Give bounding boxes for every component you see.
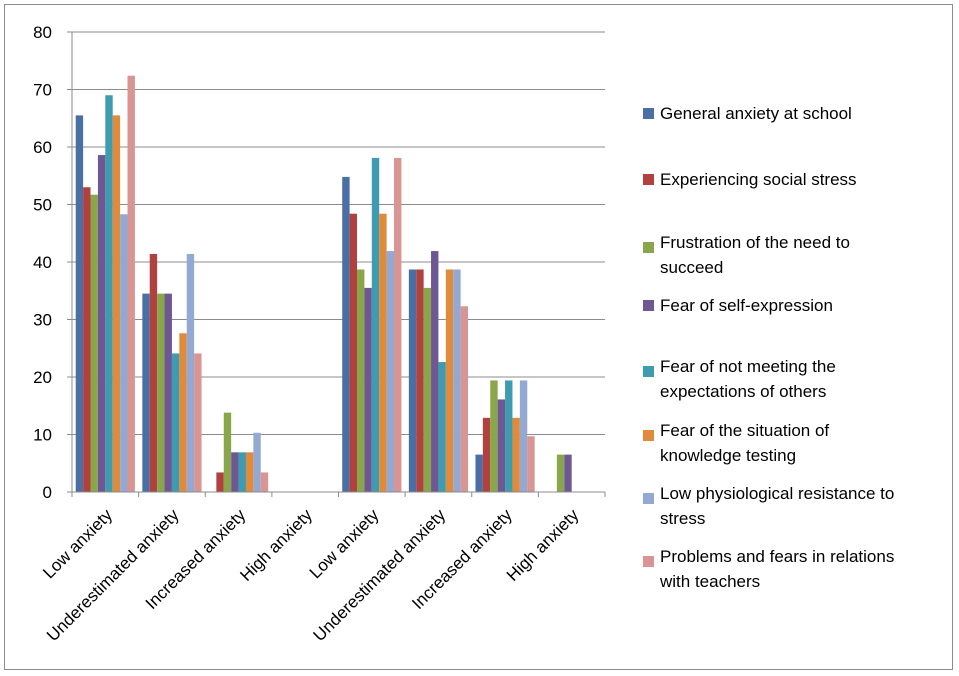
- x-category-label: Underestimated anxiety: [310, 505, 450, 645]
- bar: [371, 157, 380, 493]
- bars: [75, 75, 572, 493]
- bar: [194, 353, 202, 492]
- bar: [112, 115, 121, 492]
- bar: [519, 380, 528, 492]
- legend-swatch: [643, 556, 654, 567]
- bar: [245, 452, 254, 492]
- y-tick-label: 50: [33, 196, 52, 215]
- bar: [253, 432, 261, 492]
- bar: [90, 194, 98, 492]
- bar: [171, 353, 180, 492]
- bar: [408, 269, 417, 492]
- y-tick-label: 40: [33, 253, 52, 272]
- bar: [475, 454, 483, 492]
- bar: [379, 213, 387, 492]
- legend-item: Fear of self-expression: [643, 296, 833, 315]
- bar: [260, 472, 269, 492]
- legend-item: General anxiety at school: [643, 104, 852, 123]
- bar: [342, 176, 350, 492]
- bar: [164, 293, 172, 492]
- legend-label: with teachers: [659, 572, 760, 591]
- legend-swatch: [643, 174, 654, 185]
- bar: [149, 253, 158, 492]
- bar: [223, 412, 232, 492]
- bar: [238, 452, 246, 492]
- bar: [416, 269, 424, 492]
- bar: [83, 187, 91, 492]
- legend-label: knowledge testing: [660, 446, 796, 465]
- bar: [97, 155, 106, 493]
- y-tick-label: 30: [33, 311, 52, 330]
- legend-label: General anxiety at school: [660, 104, 852, 123]
- bar: [364, 287, 372, 492]
- bar: [431, 251, 439, 492]
- legend-swatch: [643, 242, 654, 253]
- legend-label: Problems and fears in relations: [660, 547, 894, 566]
- bar: [438, 362, 446, 492]
- bar-chart: 0 10 20 30 40 50 60 70 80 Low anxietyUnderestima…: [33, 23, 894, 645]
- x-category-label: High anxiety: [503, 505, 583, 585]
- bar: [497, 399, 506, 492]
- bar: [142, 293, 150, 492]
- bar: [394, 157, 402, 493]
- bar: [512, 417, 520, 492]
- bar: [490, 380, 498, 492]
- y-axis: 0 10 20 30 40 50 60 70 80: [33, 23, 73, 502]
- bar: [357, 269, 365, 492]
- legend-swatch: [643, 430, 654, 441]
- bar: [460, 306, 469, 492]
- y-tick-label: 0: [43, 483, 52, 502]
- legend-swatch: [643, 493, 654, 504]
- bar: [564, 454, 572, 492]
- legend-swatch: [643, 366, 654, 377]
- bar: [505, 380, 513, 492]
- bar: [349, 213, 358, 492]
- bar: [216, 472, 224, 492]
- legend-swatch: [643, 300, 654, 311]
- x-category-label: Underestimated anxiety: [43, 505, 183, 645]
- bar: [423, 287, 432, 492]
- legend-label: Fear of the situation of: [660, 421, 829, 440]
- bar: [179, 333, 187, 492]
- legend-label: Frustration of the need to: [660, 233, 850, 252]
- chart-frame: 0 10 20 30 40 50 60 70 80 Low anxiety Underestima…: [4, 4, 953, 670]
- legend-item: Fear of not meeting the expectations of o…: [643, 357, 836, 401]
- bar: [482, 417, 491, 492]
- y-tick-label: 70: [33, 81, 52, 100]
- x-category-label: High anxiety: [236, 505, 316, 585]
- y-tick-label: 20: [33, 368, 52, 387]
- legend-label: succeed: [660, 258, 723, 277]
- legend-item: Experiencing social stress: [643, 170, 857, 189]
- bar: [556, 454, 565, 492]
- bar: [386, 251, 395, 492]
- legend-item: Problems and fears in relations with teac…: [643, 547, 894, 591]
- y-tick-label: 80: [33, 23, 52, 42]
- legend-label: Low physiological resistance to: [660, 484, 894, 503]
- legend-item: Fear of the situation of knowledge testin…: [643, 421, 829, 465]
- y-tick-label: 60: [33, 138, 52, 157]
- y-tick-label: 10: [33, 426, 52, 445]
- legend-swatch: [643, 108, 654, 119]
- bar: [157, 293, 165, 492]
- bar: [105, 95, 113, 492]
- bar: [445, 269, 454, 492]
- legend-label: stress: [660, 509, 705, 528]
- bar: [453, 269, 461, 492]
- legend-label: Fear of not meeting the: [660, 357, 836, 376]
- bar: [127, 75, 135, 492]
- legend: General anxiety at school Experiencing so…: [643, 104, 894, 591]
- legend-label: Experiencing social stress: [660, 170, 857, 189]
- legend-label: expectations of others: [660, 382, 826, 401]
- bar: [231, 452, 239, 492]
- legend-item: Frustration of the need to succeed: [643, 233, 850, 277]
- legend-label: Fear of self-expression: [660, 296, 833, 315]
- bar: [120, 214, 128, 492]
- legend-item: Low physiological resistance to stress: [643, 484, 894, 528]
- bar: [186, 253, 195, 492]
- bar: [527, 436, 535, 492]
- bar: [75, 115, 84, 492]
